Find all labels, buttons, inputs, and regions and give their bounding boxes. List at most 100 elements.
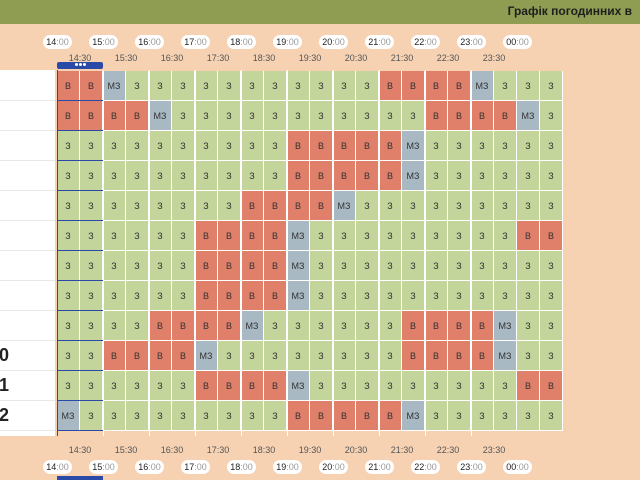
row-header — [0, 71, 55, 101]
schedule-cell: З — [149, 251, 172, 281]
schedule-cell: МЗ — [402, 161, 425, 191]
schedule-cell: В — [448, 311, 471, 341]
schedule-cell: З — [494, 401, 517, 431]
schedule-cell: З — [540, 101, 563, 131]
half-hour-label: 21:30 — [390, 53, 414, 63]
schedule-cell: В — [425, 101, 448, 131]
schedule-cell: З — [540, 341, 563, 371]
schedule-cell: З — [80, 311, 103, 341]
schedule-cell: З — [195, 71, 218, 101]
schedule-cell: З — [356, 191, 379, 221]
hour-label-minutes: :00 — [516, 37, 529, 47]
half-hour-label: 16:30 — [160, 53, 184, 63]
schedule-cell: МЗ — [333, 191, 356, 221]
hour-label-hour: 21 — [368, 462, 379, 472]
schedule-cell: З — [517, 281, 540, 311]
schedule-cell: З — [517, 71, 540, 101]
schedule-cell: З — [425, 251, 448, 281]
schedule-cell: З — [540, 131, 563, 161]
hour-label: 22:00 — [411, 35, 440, 49]
schedule-cell: В — [103, 101, 126, 131]
hour-label: 18:00 — [227, 35, 256, 49]
schedule-cell: З — [425, 221, 448, 251]
schedule-cell: В — [379, 71, 402, 101]
schedule-cell: МЗ — [402, 131, 425, 161]
schedule-cell: З — [448, 161, 471, 191]
schedule-cell: МЗ — [195, 341, 218, 371]
hour-label: 20:00 — [319, 460, 348, 474]
schedule-cell: В — [356, 161, 379, 191]
schedule-cell: З — [126, 71, 149, 101]
schedule-cell: МЗ — [402, 401, 425, 431]
schedule-cell: В — [310, 191, 333, 221]
half-hour-label: 21:30 — [390, 445, 414, 455]
schedule-cell: В — [218, 371, 241, 401]
current-slot-row-divider — [57, 250, 103, 251]
row-label-column: 0 1 2 — [0, 70, 55, 436]
schedule-cell: З — [425, 401, 448, 431]
row-header — [0, 131, 55, 161]
schedule-cell: З — [218, 341, 241, 371]
schedule-cell: З — [103, 131, 126, 161]
schedule-cell: З — [241, 71, 264, 101]
half-hour-axis-top: 14:30 15:30 16:30 17:30 18:30 19:30 20:30 21:30… — [57, 51, 517, 67]
hour-label-hour: 00 — [506, 37, 517, 47]
schedule-cell: З — [402, 281, 425, 311]
schedule-cell: З — [103, 281, 126, 311]
schedule-cell: В — [402, 341, 425, 371]
schedule-cell: З — [448, 251, 471, 281]
hour-label: 23:00 — [457, 460, 486, 474]
schedule-cell: З — [333, 281, 356, 311]
schedule-cell: З — [310, 71, 333, 101]
row-label: 2 — [0, 405, 9, 425]
schedule-cell: В — [356, 401, 379, 431]
schedule-cell: В — [126, 341, 149, 371]
row-header: 0 — [0, 341, 55, 371]
schedule-cell: МЗ — [103, 71, 126, 101]
hour-label-hour: 14 — [46, 462, 57, 472]
schedule-cell: З — [471, 281, 494, 311]
schedule-cell: В — [241, 251, 264, 281]
schedule-cell: З — [287, 101, 310, 131]
schedule-cell: В — [402, 71, 425, 101]
schedule-cell: З — [310, 281, 333, 311]
hour-label: 19:00 — [273, 35, 302, 49]
row-label: 0 — [0, 345, 9, 365]
schedule-cell: З — [333, 251, 356, 281]
hour-label-minutes: :00 — [148, 37, 161, 47]
hour-label-minutes: :00 — [424, 462, 437, 472]
schedule-cell: З — [241, 101, 264, 131]
schedule-cell: З — [126, 221, 149, 251]
schedule-cell: З — [57, 371, 80, 401]
schedule-cell: З — [149, 401, 172, 431]
schedule-cell: В — [310, 161, 333, 191]
schedule-cell: В — [172, 311, 195, 341]
hour-label: 15:00 — [89, 35, 118, 49]
hour-label-hour: 17 — [184, 37, 195, 47]
half-hour-label: 22:30 — [436, 53, 460, 63]
header-bar: Графік погодинних в — [0, 0, 640, 24]
schedule-cell: В — [287, 401, 310, 431]
hour-label-minutes: :00 — [286, 37, 299, 47]
row-label: 1 — [0, 375, 9, 395]
schedule-cell: З — [517, 311, 540, 341]
schedule-cell: З — [333, 71, 356, 101]
schedule-cell: В — [80, 101, 103, 131]
hour-label-minutes: :00 — [240, 462, 253, 472]
hour-label-minutes: :00 — [378, 462, 391, 472]
half-hour-label: 17:30 — [206, 53, 230, 63]
schedule-cell: З — [379, 251, 402, 281]
current-slot-row-divider — [57, 430, 103, 431]
hour-label-hour: 21 — [368, 37, 379, 47]
schedule-cell: МЗ — [149, 101, 172, 131]
page-title: Графік погодинних в — [507, 4, 632, 18]
schedule-cell: З — [448, 401, 471, 431]
schedule-cell: З — [356, 251, 379, 281]
schedule-cell: В — [448, 101, 471, 131]
schedule-cell: В — [195, 221, 218, 251]
schedule-cell: З — [103, 191, 126, 221]
schedule-cell: В — [540, 221, 563, 251]
schedule-cell: З — [195, 191, 218, 221]
schedule-cell: З — [218, 191, 241, 221]
hour-label-hour: 18 — [230, 37, 241, 47]
